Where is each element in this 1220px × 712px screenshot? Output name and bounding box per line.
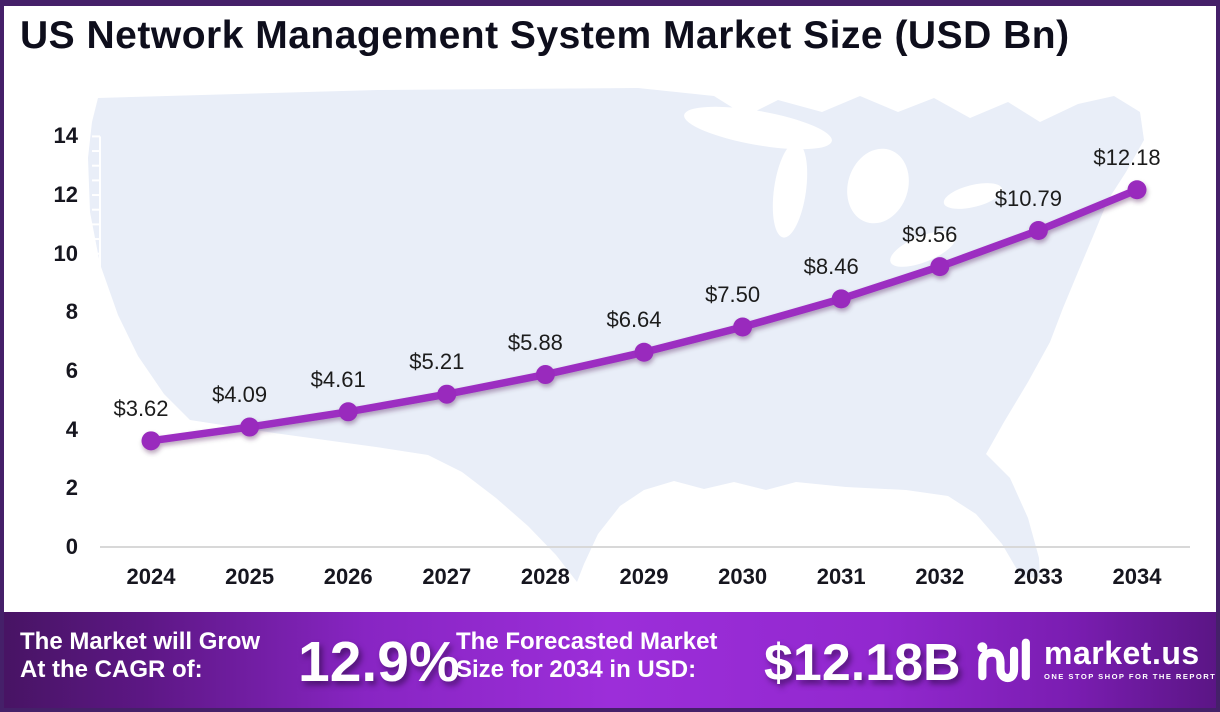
cagr-value: 12.9% — [298, 630, 460, 694]
forecast-label-line1: The Forecasted Market — [456, 628, 718, 655]
data-point-label: $5.21 — [409, 349, 465, 375]
data-point-label: $6.64 — [606, 307, 662, 333]
x-tick-label: 2028 — [520, 564, 570, 589]
y-tick-label: 4 — [65, 416, 78, 442]
cagr-label: The Market will Grow At the CAGR of: — [20, 628, 260, 684]
x-tick-label: 2026 — [323, 564, 373, 589]
chart-title: US Network Management System Market Size… — [20, 14, 1070, 57]
cagr-label-line1: The Market will Grow — [20, 628, 261, 655]
x-tick-label: 2027 — [422, 564, 472, 589]
cagr-label-line2: At the CAGR of: — [20, 656, 203, 683]
data-point-label: $7.50 — [705, 282, 761, 308]
y-tick-label: 14 — [53, 123, 78, 149]
us-map-silhouette-icon — [88, 88, 1144, 582]
marketus-logo-icon — [977, 638, 1030, 683]
x-tick-label: 2034 — [1112, 564, 1162, 589]
y-tick-label: 12 — [53, 182, 78, 208]
x-tick-label: 2031 — [816, 564, 866, 589]
brand-tagline: ONE STOP SHOP FOR THE REPORTS — [1044, 672, 1220, 681]
marketus-brand: market.us ONE STOP SHOP FOR THE REPORTS — [976, 632, 1220, 686]
data-point-label: $3.62 — [113, 395, 169, 421]
y-tick-label: 2 — [65, 475, 78, 501]
y-tick-label: 6 — [65, 358, 78, 384]
x-tick-label: 2029 — [619, 564, 669, 589]
data-point-label: $9.56 — [902, 221, 958, 247]
data-point-label: $4.09 — [212, 382, 268, 408]
y-tick-label: 0 — [65, 534, 78, 559]
data-point-label: $4.61 — [310, 366, 366, 392]
x-tick-label: 2030 — [718, 564, 768, 589]
data-point-label: $8.46 — [803, 253, 859, 279]
y-tick-label: 10 — [53, 240, 78, 266]
data-point-label: $10.79 — [994, 185, 1063, 211]
x-tick-label: 2032 — [915, 564, 965, 589]
x-tick-label: 2033 — [1013, 564, 1063, 589]
x-tick-label: 2024 — [126, 564, 176, 589]
data-point-label: $5.88 — [507, 329, 563, 355]
y-tick-label: 8 — [65, 299, 78, 325]
data-point-label: $12.18 — [1093, 144, 1161, 170]
forecast-label-line2: Size for 2034 in USD: — [456, 656, 697, 683]
footer-banner: The Market will Grow At the CAGR of: 12.… — [0, 612, 1220, 712]
forecast-label: The Forecasted Market Size for 2034 in U… — [456, 628, 717, 684]
brand-text: market.us ONE STOP SHOP FOR THE REPORTS — [1044, 635, 1220, 682]
forecast-value: $12.18B — [764, 634, 961, 692]
brand-name: market.us — [1044, 635, 1200, 671]
x-tick-label: 2025 — [225, 564, 275, 589]
